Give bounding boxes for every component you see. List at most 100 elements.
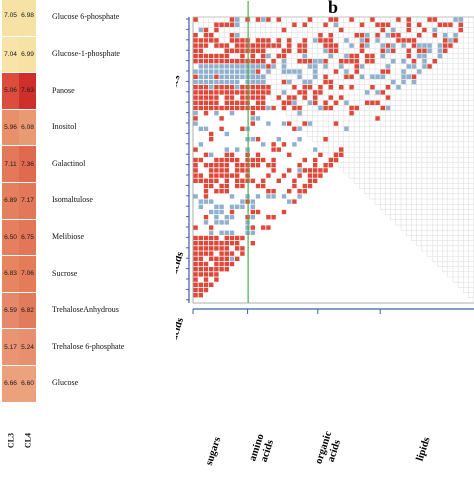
correlation-cell <box>235 49 239 53</box>
correlation-cell <box>365 101 369 105</box>
correlation-cell <box>360 23 364 27</box>
correlation-cell <box>209 153 213 157</box>
correlation-cell <box>204 80 208 84</box>
correlation-cell <box>230 111 234 115</box>
heatmap-cell: 7.36 <box>19 146 36 183</box>
correlation-cell <box>355 106 359 110</box>
correlation-cell <box>209 163 213 167</box>
correlation-cell <box>303 85 307 89</box>
correlation-cell <box>297 75 301 79</box>
correlation-cell <box>225 158 229 162</box>
correlation-cell <box>219 127 223 131</box>
correlation-cell <box>287 101 291 105</box>
correlation-cell <box>204 111 208 115</box>
correlation-cell <box>261 106 265 110</box>
correlation-cell <box>240 179 244 183</box>
correlation-cell <box>334 49 338 53</box>
correlation-cell <box>256 43 260 47</box>
correlation-cell <box>209 54 213 58</box>
correlation-cell <box>370 75 374 79</box>
correlation-cell <box>391 59 395 63</box>
correlation-cell <box>303 23 307 27</box>
correlation-cell <box>230 158 234 162</box>
correlation-cell <box>230 95 234 99</box>
correlation-panel: b nucleotideslipidsorganicacidsaminoacid… <box>176 0 474 474</box>
correlation-cell <box>235 236 239 240</box>
correlation-cell <box>209 69 213 73</box>
correlation-cell <box>282 121 286 125</box>
correlation-cell <box>204 153 208 157</box>
correlation-cell <box>256 210 260 214</box>
correlation-cell <box>193 158 197 162</box>
correlation-cell <box>308 17 312 21</box>
correlation-cell <box>344 38 348 42</box>
correlation-cell <box>251 215 255 219</box>
correlation-cell <box>297 173 301 177</box>
correlation-cell <box>297 59 301 63</box>
correlation-cell <box>407 49 411 53</box>
correlation-cell <box>214 173 218 177</box>
correlation-cell <box>199 246 203 250</box>
heatmap-cell: 6.59 <box>2 293 19 330</box>
correlation-cell <box>256 106 260 110</box>
correlation-cell <box>193 272 197 276</box>
correlation-cell <box>219 246 223 250</box>
correlation-cell <box>199 158 203 162</box>
correlation-cell <box>209 75 213 79</box>
correlation-cell <box>329 43 333 47</box>
correlation-cell <box>313 101 317 105</box>
correlation-cell <box>407 38 411 42</box>
heatmap-cell: 7.63 <box>19 73 36 110</box>
correlation-cell <box>199 54 203 58</box>
correlation-cell <box>209 64 213 68</box>
correlation-cell <box>225 231 229 235</box>
correlation-cell <box>193 179 197 183</box>
correlation-cell <box>365 33 369 37</box>
correlation-cell <box>334 101 338 105</box>
correlation-cell <box>230 251 234 255</box>
correlation-cell <box>219 262 223 266</box>
correlation-cell <box>271 189 275 193</box>
correlation-cell <box>313 173 317 177</box>
correlation-cell <box>193 293 197 297</box>
correlation-cell <box>225 49 229 53</box>
correlation-cell <box>438 43 442 47</box>
correlation-cell <box>266 64 270 68</box>
correlation-cell <box>204 236 208 240</box>
correlation-cell <box>204 101 208 105</box>
correlation-cell <box>261 80 265 84</box>
correlation-cell <box>417 33 421 37</box>
correlation-cell <box>214 95 218 99</box>
correlation-cell <box>199 236 203 240</box>
correlation-cell <box>251 54 255 58</box>
correlation-cell <box>303 121 307 125</box>
correlation-cell <box>256 95 260 99</box>
correlation-cell <box>230 90 234 94</box>
correlation-cell <box>230 33 234 37</box>
correlation-cell <box>339 64 343 68</box>
correlation-cell <box>266 17 270 21</box>
correlation-cell <box>240 184 244 188</box>
heatmap-cell: 6.98 <box>19 0 36 37</box>
correlation-cell <box>329 49 333 53</box>
correlation-cell <box>443 49 447 53</box>
correlation-cell <box>225 236 229 240</box>
correlation-cell <box>391 43 395 47</box>
correlation-cell <box>251 90 255 94</box>
correlation-cell <box>225 246 229 250</box>
correlation-cell <box>204 33 208 37</box>
correlation-cell <box>193 33 197 37</box>
correlation-cell <box>193 251 197 255</box>
correlation-cell <box>287 95 291 99</box>
correlation-cell <box>225 163 229 167</box>
correlation-cell <box>219 189 223 193</box>
correlation-cell <box>308 85 312 89</box>
correlation-cell <box>318 85 322 89</box>
correlation-cell <box>266 194 270 198</box>
correlation-cell <box>297 189 301 193</box>
correlation-cell <box>251 69 255 73</box>
correlation-cell <box>266 90 270 94</box>
correlation-cell <box>271 168 275 172</box>
correlation-cell <box>235 85 239 89</box>
correlation-cell <box>214 257 218 261</box>
